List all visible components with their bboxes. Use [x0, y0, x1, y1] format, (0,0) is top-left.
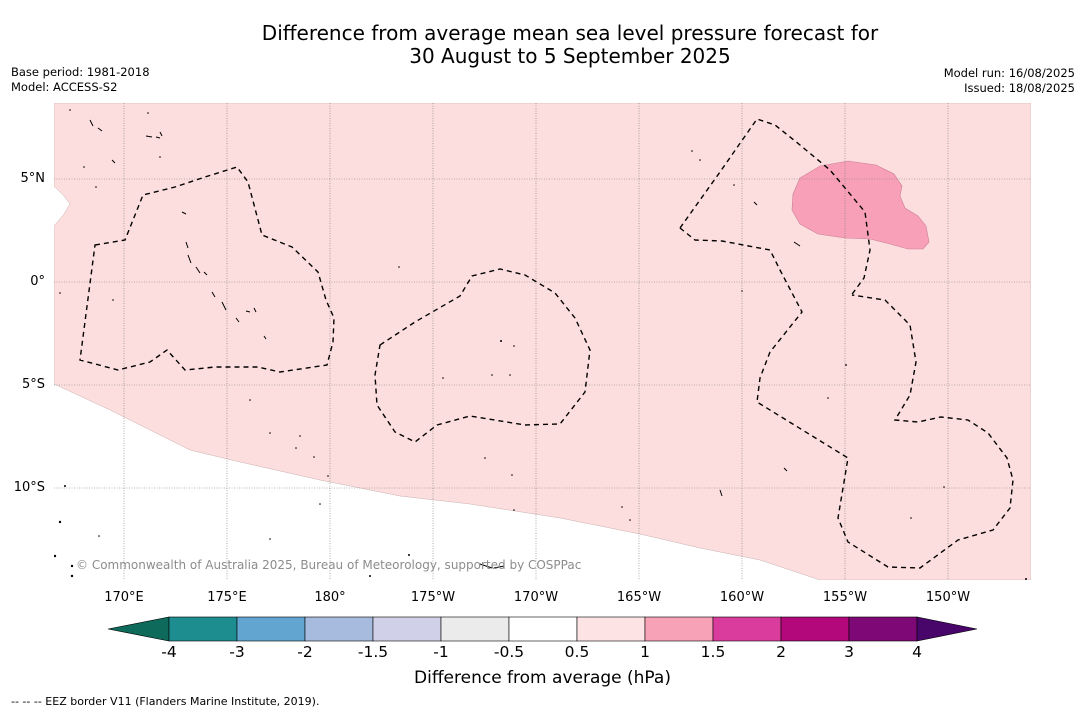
model-run: Model run: 16/08/2025 [943, 66, 1075, 80]
colorbar-tick-label: 3 [844, 643, 854, 661]
model-name: Model: ACCESS-S2 [11, 80, 118, 94]
colorbar-tick-label: -1 [433, 643, 449, 661]
colorbar-bin [440, 616, 510, 642]
colorbar-tick-label: 1.5 [700, 643, 726, 661]
colorbar-bin [508, 616, 578, 642]
eez-footnote: -- -- -- EEZ border V11 (Flanders Marine… [11, 695, 320, 708]
lon-label: 150°W [925, 590, 971, 605]
base-period: Base period: 1981-2018 [11, 65, 150, 79]
colorbar-bin [848, 616, 918, 642]
run-info: Model run: 16/08/2025 Issued: 18/08/2025 [944, 66, 1075, 96]
map-title: Difference from average mean sea level p… [0, 22, 1085, 68]
copyright-notice: © Commonwealth of Australia 2025, Bureau… [76, 558, 582, 572]
colorbar-tick-label: -1.5 [357, 643, 389, 661]
map-panel [54, 103, 1031, 580]
lon-label: 155°W [822, 590, 868, 605]
colorbar-tick-label: -4 [161, 643, 177, 661]
colorbar-tick-label: 4 [912, 643, 922, 661]
colorbar-tick-label: -0.5 [493, 643, 525, 661]
lon-label: 175°W [410, 590, 456, 605]
lon-label: 180° [314, 590, 346, 605]
colorbar-tick-label: -3 [229, 643, 245, 661]
colorbar-title: Difference from average (hPa) [414, 668, 671, 688]
colorbar-bin [576, 616, 646, 642]
eez-border-line-islands-south [679, 227, 1014, 569]
colorbar-bin [644, 616, 714, 642]
model-info: Base period: 1981-2018 Model: ACCESS-S2 [11, 65, 150, 95]
colorbar-bin [304, 616, 374, 642]
map-title-line2: 30 August to 5 September 2025 [409, 44, 731, 68]
colorbar-extend-min [107, 616, 170, 642]
lon-label: 165°W [616, 590, 662, 605]
colorbar-bin [780, 616, 850, 642]
issued-date: Issued: 18/08/2025 [964, 81, 1075, 95]
lat-label: 0° [30, 274, 45, 289]
colorbar-tick-label: 0.5 [564, 643, 590, 661]
island-dots [54, 109, 1027, 580]
colorbar-bin [236, 616, 306, 642]
lat-label: 10°S [13, 480, 45, 495]
lon-label: 170°W [513, 590, 559, 605]
lon-label: 175°E [207, 590, 247, 605]
colorbar-extend-max [916, 616, 978, 642]
lon-label: 160°W [719, 590, 765, 605]
map-title-line1: Difference from average mean sea level p… [261, 21, 879, 45]
eez-border-line-islands [679, 118, 871, 298]
islands [89, 119, 801, 569]
colorbar [107, 616, 978, 642]
colorbar-tick-label: 2 [776, 643, 786, 661]
lat-label: 5°S [21, 377, 45, 392]
colorbar-bin [168, 616, 238, 642]
graticule [54, 103, 1031, 580]
eez-border-tuvalu-phoenix [374, 268, 591, 443]
eez-borders [79, 118, 1014, 569]
lon-label: 170°E [104, 590, 144, 605]
colorbar-tick-label: 1 [640, 643, 650, 661]
colorbar-bin [372, 616, 442, 642]
anomaly-fill-0_5-1 [54, 103, 1031, 580]
colorbar-tick-label: -2 [297, 643, 313, 661]
anomaly-fill-1-1_5 [791, 160, 930, 250]
lat-label: 5°N [20, 171, 46, 186]
colorbar-bin [712, 616, 782, 642]
